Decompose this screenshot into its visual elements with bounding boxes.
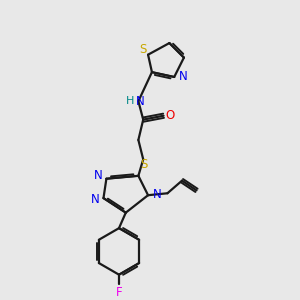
Text: S: S [140,158,148,171]
Text: H: H [125,96,134,106]
Text: N: N [90,193,99,206]
Text: O: O [166,109,175,122]
Text: F: F [116,286,122,298]
Text: N: N [136,95,145,108]
Text: N: N [152,188,161,201]
Text: N: N [94,169,103,182]
Text: N: N [178,70,187,83]
Text: S: S [140,43,147,56]
